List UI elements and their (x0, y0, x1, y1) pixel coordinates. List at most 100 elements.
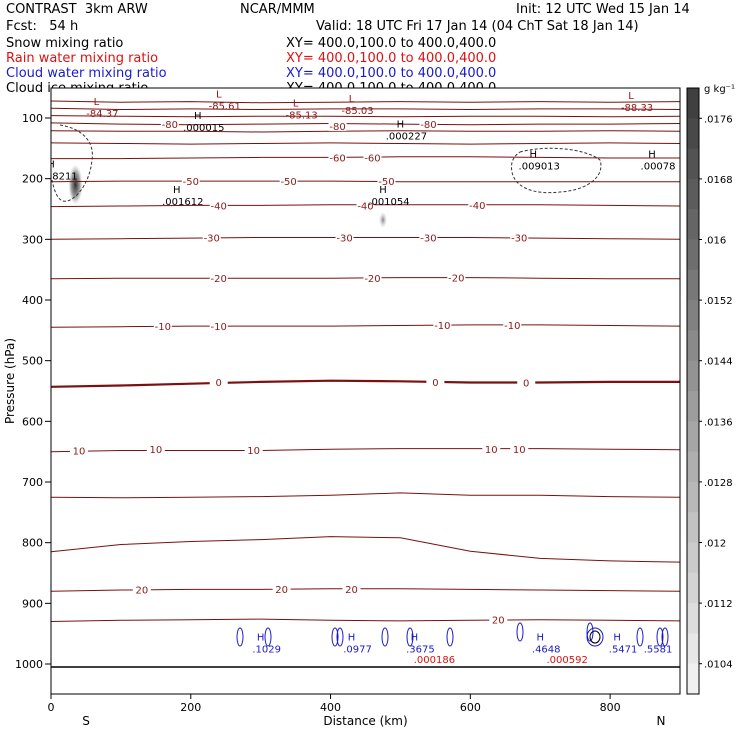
colorbar-segment (687, 512, 699, 543)
colorbar-segment (687, 209, 699, 240)
extremum-value: .008211 (36, 171, 77, 182)
colorbar-segment (687, 542, 699, 574)
contour-label: 20 (275, 585, 288, 596)
contour-label: -80 (329, 122, 345, 133)
cloud-water-contour-6 (446, 627, 454, 647)
extremum-value: .001612 (162, 197, 203, 208)
contour-label-bg (132, 583, 151, 595)
extremum-symbol: H (348, 633, 356, 644)
contour-label: -40 (469, 201, 485, 212)
contour-label-bg (160, 118, 179, 130)
extremum-value: .009013 (519, 162, 560, 173)
contour-label-bg (342, 582, 361, 594)
extremum-symbol: H (379, 185, 387, 196)
y-tick-label: 200 (22, 173, 43, 186)
contour-label-bg (279, 175, 298, 187)
extremum-value: .00078 (641, 162, 676, 173)
plot-background (51, 88, 680, 694)
extremum-value: -85.03 (341, 106, 373, 117)
contour-label-bg (328, 119, 347, 131)
x-tick-label: 400 (320, 701, 341, 714)
colorbar-segment (687, 391, 699, 422)
colorbar-segment (687, 633, 699, 665)
cloud-water-contour-10 (656, 627, 664, 647)
contour-label: -10 (434, 321, 450, 332)
init-time: Init: 12 UTC Wed 15 Jan 14 (516, 2, 690, 17)
contour-label: 20 (492, 616, 505, 627)
contour-label-bg (356, 199, 375, 211)
legend-cloudwater-name: Cloud water mixing ratio (6, 66, 167, 81)
colorbar-segment (687, 239, 699, 271)
legend-cloudwater-xy: XY= 400.0,100.0 to 400.0,400.0 (286, 66, 497, 81)
extremum-value: .000015 (183, 123, 224, 134)
colorbar-segment (687, 603, 699, 634)
x-tick-label: 800 (600, 701, 621, 714)
colorbar-segment (687, 300, 699, 331)
x-axis-title: Distance (km) (323, 714, 407, 728)
extremum-symbol: H (613, 633, 621, 644)
contour-label: -20 (448, 274, 464, 285)
forecast-hour: Fcst: 54 h (6, 19, 79, 34)
colorbar-label: .0128 (704, 478, 733, 489)
contour-label-bg (447, 271, 466, 283)
extremum-value: -84.37 (86, 109, 118, 120)
contour-label: -30 (420, 234, 436, 245)
temperature-contour-m80 (51, 100, 680, 104)
extremum-value: -85.13 (285, 111, 317, 122)
colorbar-label: .0176 (704, 114, 733, 125)
contour-label: -80 (420, 120, 436, 131)
contour-label: -80 (162, 120, 178, 131)
extremum-symbol: H (536, 633, 544, 644)
temperature-contour-m30 (51, 237, 680, 240)
contour-label-bg (426, 375, 445, 387)
contour-label: -50 (378, 177, 394, 188)
colorbar-segment (687, 118, 699, 150)
x-tick-label: 200 (180, 701, 201, 714)
contour-label-bg (328, 151, 347, 163)
colorbar-label: .0136 (704, 417, 733, 428)
temperature-contour-20 (51, 536, 680, 563)
extremum-symbol: L (293, 99, 299, 110)
colorbar-label: .0112 (704, 599, 733, 610)
colorbar-label: .0168 (704, 175, 733, 186)
x-tick-label: 600 (460, 701, 481, 714)
temperature-contour-20 (51, 588, 680, 592)
contour-label-bg (209, 320, 228, 332)
contour-label-bg (244, 443, 263, 455)
cloud-water-contour-7 (516, 622, 524, 642)
contour-label-bg (209, 375, 228, 387)
contour-label: -40 (357, 201, 373, 212)
colorbar-label: .016 (704, 236, 726, 247)
contour-label-bg (510, 443, 529, 455)
y-tick-label: 600 (22, 415, 43, 428)
temperature-contour-m80 (51, 122, 680, 126)
y-tick-label: 700 (22, 476, 43, 489)
colorbar-segment (687, 663, 699, 695)
extremum-symbol: H (411, 633, 419, 644)
extremum-symbol: L (94, 97, 100, 108)
extremum-value: -85.61 (209, 102, 241, 113)
cloud-ice-outline-left (51, 124, 93, 202)
contour-label: 20 (345, 585, 358, 596)
contour-label-bg (419, 118, 438, 130)
contour-label-bg (363, 151, 382, 163)
cloud-water-core (586, 627, 604, 647)
colorbar-unit: g kg⁻¹ (704, 84, 735, 95)
temperature-contour-m70 (51, 142, 680, 145)
cloud-water-contour-9 (636, 627, 644, 647)
cloud-water-contour-2 (331, 627, 339, 647)
cloud-ice-outline-right (511, 147, 602, 194)
contour-label-bg (146, 443, 165, 455)
colorbar-label: .0144 (704, 357, 733, 368)
extremum-symbol: H (397, 119, 405, 130)
colorbar-segment (687, 451, 699, 483)
extremum-value: .000186 (414, 655, 455, 666)
snow-shading-0 (68, 164, 83, 205)
temperature-contour-m50 (51, 180, 680, 183)
south-label: S (82, 714, 90, 728)
contour-label: -30 (204, 234, 220, 245)
contour-label: -30 (336, 234, 352, 245)
extremum-value: .3675 (406, 645, 435, 656)
contour-label: -30 (511, 234, 527, 245)
